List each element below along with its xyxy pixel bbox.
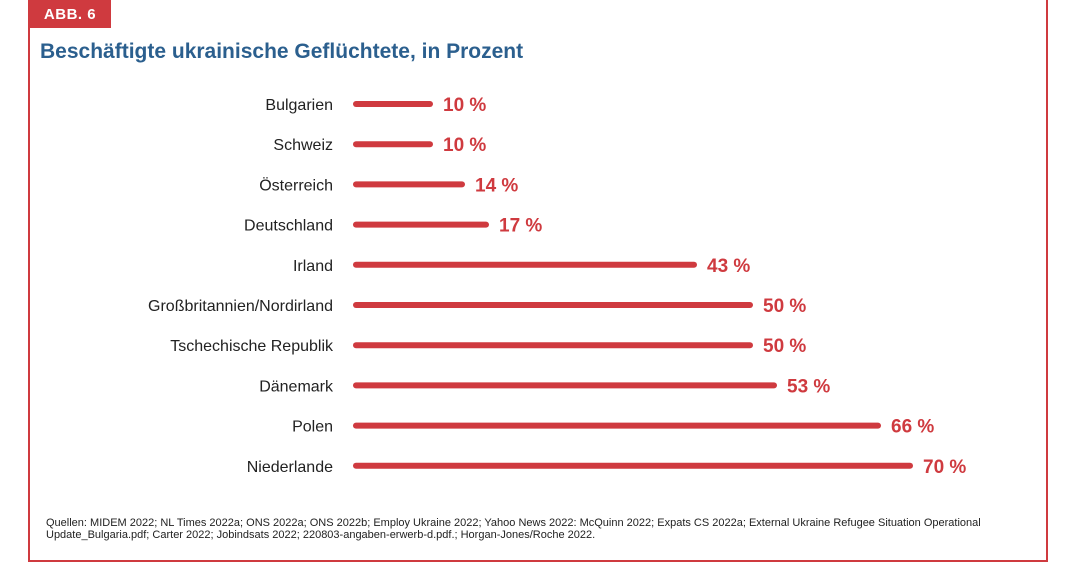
value-label: 43 % (707, 256, 750, 277)
bar (353, 382, 777, 389)
category-label: Polen (292, 419, 333, 436)
bar (353, 422, 881, 429)
bar-chart: Bulgarien 10 % Schweiz 10 % Österreich 14 % De… (148, 95, 966, 478)
bar (353, 141, 433, 148)
category-label: Tschechische Republik (170, 338, 334, 355)
value-label: 50 % (763, 296, 806, 317)
chart-title: Beschäftigte ukrainische Geflüchtete, in… (40, 40, 524, 63)
value-label: 53 % (787, 376, 830, 397)
sources-note: Quellen: MIDEM 2022; NL Times 2022a; ONS… (46, 517, 981, 541)
value-label: 70 % (923, 457, 966, 478)
value-label: 17 % (499, 216, 542, 237)
bar (353, 342, 753, 349)
category-label: Österreich (259, 176, 333, 194)
category-label: Deutschland (244, 218, 333, 235)
bar (353, 101, 433, 107)
value-label: 50 % (763, 336, 806, 357)
bar (353, 302, 753, 308)
category-label: Irland (293, 258, 333, 275)
category-label: Dänemark (259, 378, 334, 395)
bar (353, 221, 489, 228)
value-label: 10 % (443, 135, 486, 156)
bar (353, 181, 465, 188)
figure-tag: ABB. 6 (29, 0, 111, 28)
category-label: Niederlande (247, 459, 333, 476)
category-label: Bulgarien (265, 97, 333, 114)
value-label: 10 % (443, 95, 486, 116)
figure-frame (28, 0, 1048, 562)
category-label: Schweiz (273, 137, 333, 154)
bar (353, 261, 697, 268)
category-label: Großbritannien/Nordirland (148, 298, 333, 315)
value-label: 14 % (475, 175, 518, 196)
bar (353, 462, 913, 469)
value-label: 66 % (891, 417, 934, 438)
